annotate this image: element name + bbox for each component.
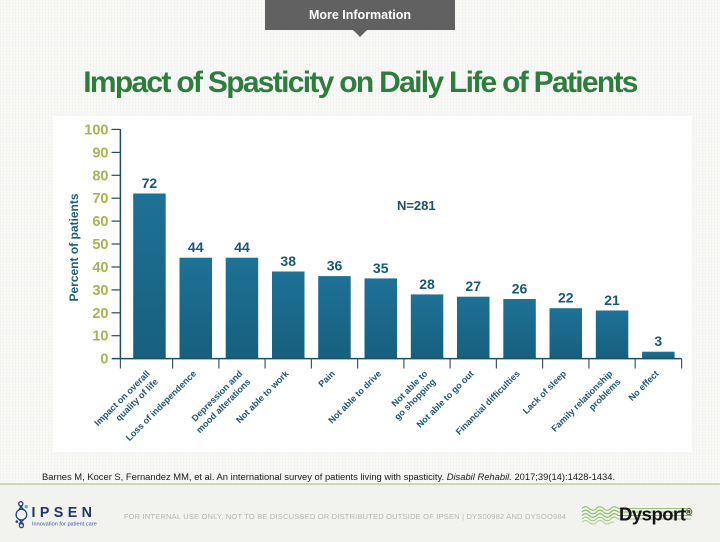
svg-text:28: 28 — [419, 276, 435, 292]
svg-text:21: 21 — [604, 292, 620, 308]
svg-text:50: 50 — [92, 237, 108, 253]
svg-text:Lack of sleep: Lack of sleep — [521, 368, 569, 416]
svg-text:36: 36 — [327, 258, 343, 274]
svg-text:72: 72 — [142, 175, 158, 191]
svg-text:38: 38 — [280, 253, 296, 269]
svg-text:0: 0 — [100, 352, 108, 368]
svg-text:Innovation for patient care: Innovation for patient care — [32, 521, 97, 527]
svg-text:Pain: Pain — [316, 369, 337, 390]
svg-text:Dysport®: Dysport® — [619, 504, 692, 525]
svg-text:No effect: No effect — [626, 369, 660, 403]
svg-text:10: 10 — [92, 329, 108, 345]
svg-text:44: 44 — [188, 239, 204, 255]
svg-text:N=281: N=281 — [397, 198, 436, 213]
svg-text:80: 80 — [92, 168, 108, 184]
svg-text:20: 20 — [92, 306, 108, 322]
svg-text:27: 27 — [465, 278, 481, 294]
svg-text:90: 90 — [92, 145, 108, 161]
svg-text:100: 100 — [84, 122, 108, 138]
svg-text:30: 30 — [92, 283, 108, 299]
svg-text:IPSEN: IPSEN — [32, 505, 97, 521]
svg-text:Depression andmood alterations: Depression andmood alterations — [186, 369, 252, 435]
svg-text:35: 35 — [373, 260, 389, 276]
svg-text:40: 40 — [92, 260, 108, 276]
svg-text:44: 44 — [234, 239, 250, 255]
svg-text:26: 26 — [512, 281, 528, 297]
svg-text:60: 60 — [92, 214, 108, 230]
svg-text:Percent of patients: Percent of patients — [67, 193, 81, 301]
svg-text:22: 22 — [558, 290, 574, 306]
svg-text:3: 3 — [654, 333, 662, 349]
svg-text:Impact on overallquality of li: Impact on overallquality of life — [92, 369, 160, 437]
svg-text:70: 70 — [92, 191, 108, 207]
